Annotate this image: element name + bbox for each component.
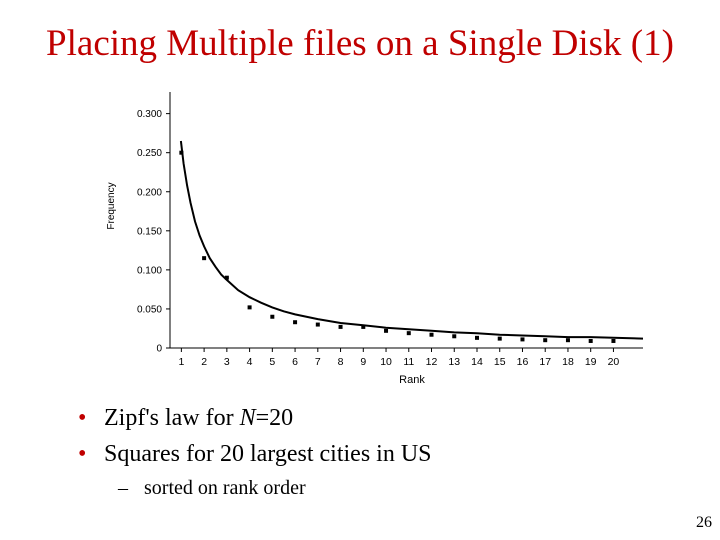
bullet-item: • Zipf's law for N=20 <box>78 400 432 436</box>
x-tick-label: 9 <box>360 356 366 368</box>
x-tick-label: 12 <box>426 356 438 368</box>
zipf-curve <box>179 140 644 340</box>
data-point-square <box>520 337 525 342</box>
x-tick-label: 14 <box>471 356 483 368</box>
data-point-square <box>315 322 320 327</box>
x-tick-label: 8 <box>338 356 344 368</box>
x-tick-label: 11 <box>403 356 414 368</box>
x-tick-label: 10 <box>380 356 392 368</box>
data-point-square <box>202 256 207 261</box>
data-point-square <box>429 332 434 337</box>
bullet-list: • Zipf's law for N=20 • Squares for 20 lar… <box>78 400 432 472</box>
data-point-square <box>588 338 593 343</box>
bullet-text-italic: N <box>239 405 256 431</box>
axes <box>166 92 643 352</box>
bullet-text: Squares for 20 largest cities in US <box>104 441 432 467</box>
slide-title: Placing Multiple files on a Single Disk … <box>46 23 674 64</box>
y-tick-label: 0.250 <box>137 148 162 159</box>
y-tick-label: 0.150 <box>137 226 162 237</box>
x-tick-label: 1 <box>178 356 184 368</box>
bullet-text: Zipf's law for <box>104 405 240 431</box>
x-tick-label: 6 <box>292 356 298 368</box>
x-axis-label: Rank <box>399 374 425 386</box>
data-point-square <box>270 314 275 319</box>
data-point-square <box>338 324 343 329</box>
data-point-square <box>611 338 616 343</box>
data-point-square <box>497 336 502 341</box>
data-point-square <box>384 328 389 333</box>
x-tick-label: 5 <box>269 356 275 368</box>
bullet-item: • Squares for 20 largest cities in US <box>78 436 432 472</box>
x-tick-label: 2 <box>201 356 207 368</box>
x-tick-label: 3 <box>224 356 230 368</box>
y-tick-label: 0 <box>156 344 162 355</box>
x-tick-label: 15 <box>494 356 506 368</box>
data-point-square <box>406 331 411 336</box>
bullet-text: =20 <box>255 405 294 431</box>
data-point-square <box>452 334 457 339</box>
x-tick-label: 16 <box>517 356 529 368</box>
y-axis-label: Frequency <box>106 182 117 229</box>
x-tick-label: 4 <box>247 356 253 368</box>
data-point-square <box>543 338 548 343</box>
y-tick-label: 0.300 <box>137 109 162 120</box>
x-tick-label: 19 <box>585 356 597 368</box>
x-tick-label: 7 <box>315 356 321 368</box>
bullet-marker: • <box>78 441 87 467</box>
y-tick-label: 0.050 <box>137 304 162 315</box>
x-tick-label: 18 <box>562 356 574 368</box>
data-point-square <box>247 305 252 310</box>
sub-bullet-marker: – <box>118 477 128 499</box>
sub-bullet: – sorted on rank order <box>118 477 306 500</box>
page-number: 26 <box>696 514 712 531</box>
bullet-marker: • <box>78 405 87 431</box>
x-tick-label: 13 <box>448 356 460 368</box>
data-point-square <box>293 320 298 325</box>
data-point-square <box>361 324 366 329</box>
data-point-square <box>179 150 184 155</box>
x-tick-label: 17 <box>539 356 551 368</box>
data-point-square <box>565 338 570 343</box>
x-tick-labels: 1 2 3 4 5 6 7 8 9 10 11 12 13 14 15 16 17 18 19 20 <box>178 356 619 368</box>
data-points <box>179 150 616 343</box>
y-tick-labels: 0 0.050 0.100 0.150 0.200 0.250 0.300 <box>137 109 162 354</box>
data-point-square <box>474 335 479 340</box>
y-tick-label: 0.100 <box>137 265 162 276</box>
data-point-square <box>224 275 229 280</box>
y-tick-label: 0.200 <box>137 187 162 198</box>
sub-bullet-text: sorted on rank order <box>144 477 306 499</box>
x-tick-label: 20 <box>608 356 620 368</box>
